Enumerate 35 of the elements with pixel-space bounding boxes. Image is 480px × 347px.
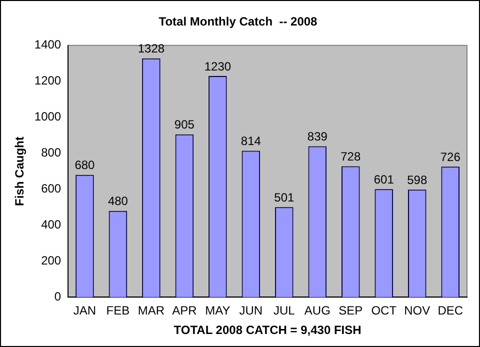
x-tick-label: AUG — [304, 304, 330, 318]
data-label: 1230 — [204, 59, 232, 74]
data-label: 480 — [108, 194, 128, 208]
data-label: 839 — [307, 130, 328, 144]
y-tick-label: 1000 — [34, 110, 62, 124]
x-tick-label: FEB — [106, 304, 130, 318]
x-tick-label: MAY — [205, 304, 230, 318]
x-tick-label: SEP — [338, 304, 363, 318]
y-tick-label: 600 — [41, 182, 62, 196]
y-axis-title: Fish Caught — [12, 136, 27, 206]
y-tick-label: 1400 — [34, 38, 62, 52]
x-tick-label: APR — [172, 304, 198, 318]
data-label: 601 — [374, 172, 394, 186]
data-label: 726 — [440, 150, 461, 164]
x-axis-title: TOTAL 2008 CATCH = 9,430 FISH — [174, 323, 362, 338]
x-tick-label: OCT — [371, 304, 398, 318]
y-tick-label: 800 — [41, 146, 62, 160]
y-tick-label: 200 — [41, 254, 62, 268]
x-tick-label: JUL — [273, 304, 296, 318]
data-label: 814 — [240, 134, 262, 148]
data-label: 598 — [407, 172, 428, 187]
x-tick-label: DEC — [438, 304, 464, 318]
y-tick-label: 0 — [54, 290, 62, 304]
data-label: 905 — [174, 118, 195, 132]
chart-title: Total Monthly Catch -- 2008 — [158, 14, 318, 29]
data-label: 501 — [274, 190, 294, 204]
data-label: 1328 — [138, 42, 165, 56]
x-tick-label: JAN — [73, 304, 96, 318]
x-tick-label: MAR — [138, 304, 165, 318]
data-label: 680 — [74, 158, 96, 172]
y-tick-label: 1200 — [34, 74, 62, 88]
y-tick-label: 400 — [41, 218, 62, 232]
data-label: 728 — [340, 150, 361, 164]
x-tick-label: JUN — [239, 304, 263, 318]
x-tick-label: NOV — [404, 304, 430, 318]
